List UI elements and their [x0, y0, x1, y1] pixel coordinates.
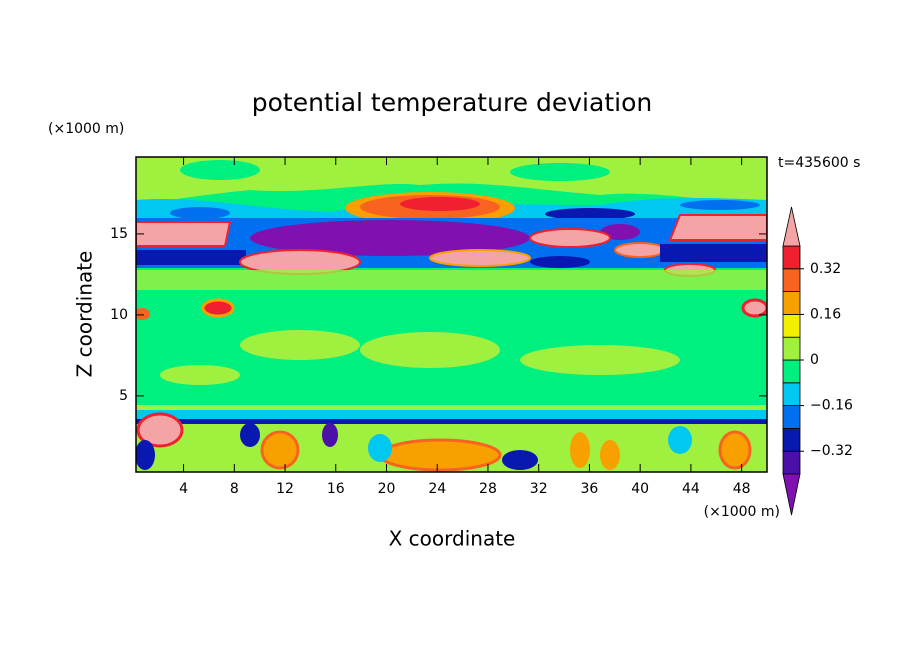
x-tick-label: 40 — [631, 481, 649, 497]
x-tick-label: 4 — [179, 481, 188, 497]
time-label: t=435600 s — [778, 155, 860, 171]
x-tick-label: 32 — [530, 481, 548, 497]
x-tick-label: 24 — [428, 481, 446, 497]
colorbar-segment — [782, 427, 801, 452]
x-axis-label: X coordinate — [389, 527, 516, 551]
x-tick-label: 36 — [581, 481, 599, 497]
colorbar-segment — [782, 336, 801, 361]
x-tick-label: 16 — [327, 481, 345, 497]
y-unit: (×1000 m) — [48, 121, 124, 137]
x-tick-label: 44 — [682, 481, 700, 497]
colorbar-label: 0.32 — [810, 261, 841, 277]
colorbar-label: 0.16 — [810, 306, 841, 322]
x-tick-label: 28 — [479, 481, 497, 497]
colorbar-segment — [782, 268, 801, 292]
colorbar-segment — [782, 405, 801, 429]
colorbar-extend-low — [782, 473, 801, 516]
colorbar-segment — [782, 245, 801, 270]
colorbar-segment — [782, 291, 801, 315]
colorbar-label: −0.16 — [810, 398, 853, 414]
y-tick-label: 15 — [110, 226, 128, 242]
x-tick-label: 12 — [276, 481, 294, 497]
y-axis-label: Z coordinate — [73, 251, 97, 378]
colorbar-segment — [782, 450, 801, 475]
x-tick-label: 8 — [230, 481, 239, 497]
colorbar-extend-high — [782, 206, 801, 247]
colorbar-segment — [782, 313, 801, 338]
colorbar-label: 0 — [810, 352, 819, 368]
colorbar-segment — [782, 382, 801, 406]
colorbar-segment — [782, 359, 801, 384]
y-tick-label: 10 — [110, 307, 128, 323]
x-tick-label: 20 — [378, 481, 396, 497]
x-tick-label: 48 — [733, 481, 751, 497]
x-unit: (×1000 m) — [704, 504, 780, 520]
colorbar-label: −0.32 — [810, 443, 853, 459]
chart-title: potential temperature deviation — [252, 88, 652, 117]
axes: 4 8 12 16 20 24 28 32 36 40 44 4851015−0.32−0.1600.… — [110, 157, 853, 516]
contour-field — [136, 157, 767, 472]
y-tick-label: 5 — [119, 388, 128, 404]
